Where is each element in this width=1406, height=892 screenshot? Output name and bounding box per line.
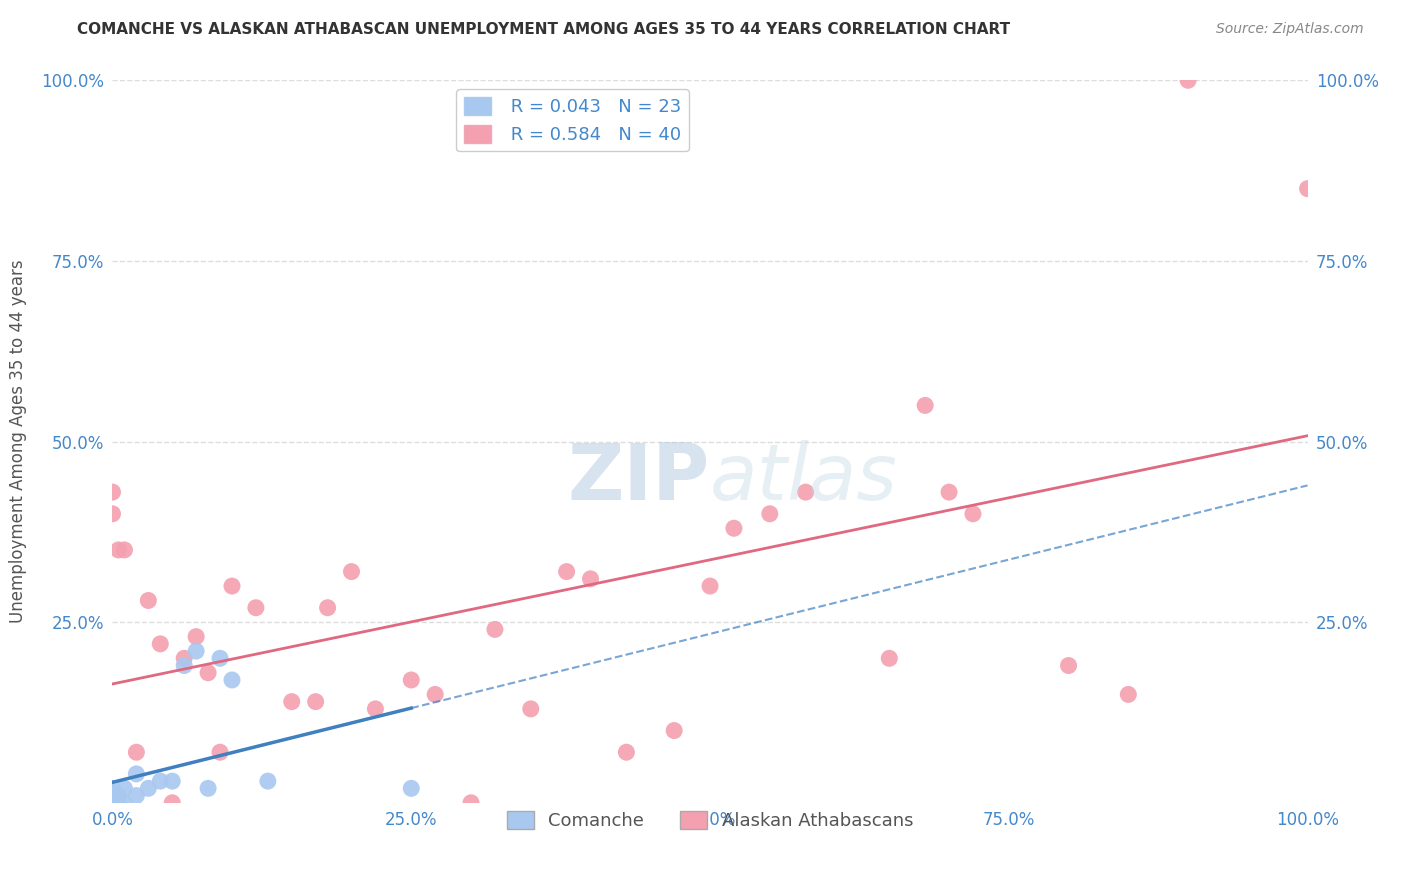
Point <box>938 485 960 500</box>
Point <box>173 651 195 665</box>
Point <box>699 579 721 593</box>
Point <box>162 774 183 789</box>
Point <box>794 485 817 500</box>
Point <box>125 767 148 781</box>
Point <box>364 702 387 716</box>
Point <box>245 600 267 615</box>
Point <box>484 623 506 637</box>
Point <box>221 579 243 593</box>
Point <box>401 673 423 687</box>
Text: atlas: atlas <box>710 440 898 516</box>
Point <box>101 792 124 806</box>
Point <box>209 745 232 759</box>
Point <box>616 745 638 759</box>
Point <box>281 695 304 709</box>
Point <box>114 796 135 810</box>
Point <box>257 774 280 789</box>
Point <box>723 521 745 535</box>
Point <box>101 785 124 799</box>
Point <box>107 796 129 810</box>
Point <box>138 593 160 607</box>
Point <box>149 637 172 651</box>
Point <box>340 565 363 579</box>
Point <box>209 651 232 665</box>
Point <box>101 789 124 803</box>
Point <box>149 774 172 789</box>
Point <box>101 796 124 810</box>
Point <box>520 702 543 716</box>
Point <box>114 781 135 796</box>
Text: ZIP: ZIP <box>568 440 710 516</box>
Point <box>197 665 219 680</box>
Point <box>221 673 243 687</box>
Point <box>107 789 129 803</box>
Point <box>579 572 602 586</box>
Point <box>197 781 219 796</box>
Point <box>759 507 782 521</box>
Text: COMANCHE VS ALASKAN ATHABASCAN UNEMPLOYMENT AMONG AGES 35 TO 44 YEARS CORRELATIO: COMANCHE VS ALASKAN ATHABASCAN UNEMPLOYM… <box>77 22 1011 37</box>
Point <box>879 651 901 665</box>
Legend: Comanche, Alaskan Athabascans: Comanche, Alaskan Athabascans <box>499 804 921 837</box>
Point <box>962 507 984 521</box>
Text: Source: ZipAtlas.com: Source: ZipAtlas.com <box>1216 22 1364 37</box>
Y-axis label: Unemployment Among Ages 35 to 44 years: Unemployment Among Ages 35 to 44 years <box>10 260 27 624</box>
Point <box>460 796 482 810</box>
Point <box>1118 687 1140 701</box>
Point <box>101 796 124 810</box>
Point <box>664 723 686 738</box>
Point <box>186 630 208 644</box>
Point <box>101 781 124 796</box>
Point <box>125 745 148 759</box>
Point <box>138 781 160 796</box>
Point <box>114 542 135 557</box>
Point <box>101 796 124 810</box>
Point <box>162 796 183 810</box>
Point <box>555 565 578 579</box>
Point <box>401 781 423 796</box>
Point <box>101 485 124 500</box>
Point <box>914 398 936 412</box>
Point <box>316 600 339 615</box>
Point <box>425 687 447 701</box>
Point <box>1296 182 1319 196</box>
Point <box>107 542 129 557</box>
Point <box>173 658 195 673</box>
Point <box>1057 658 1080 673</box>
Point <box>101 507 124 521</box>
Point <box>305 695 328 709</box>
Point <box>1177 73 1199 87</box>
Point <box>186 644 208 658</box>
Point <box>125 789 148 803</box>
